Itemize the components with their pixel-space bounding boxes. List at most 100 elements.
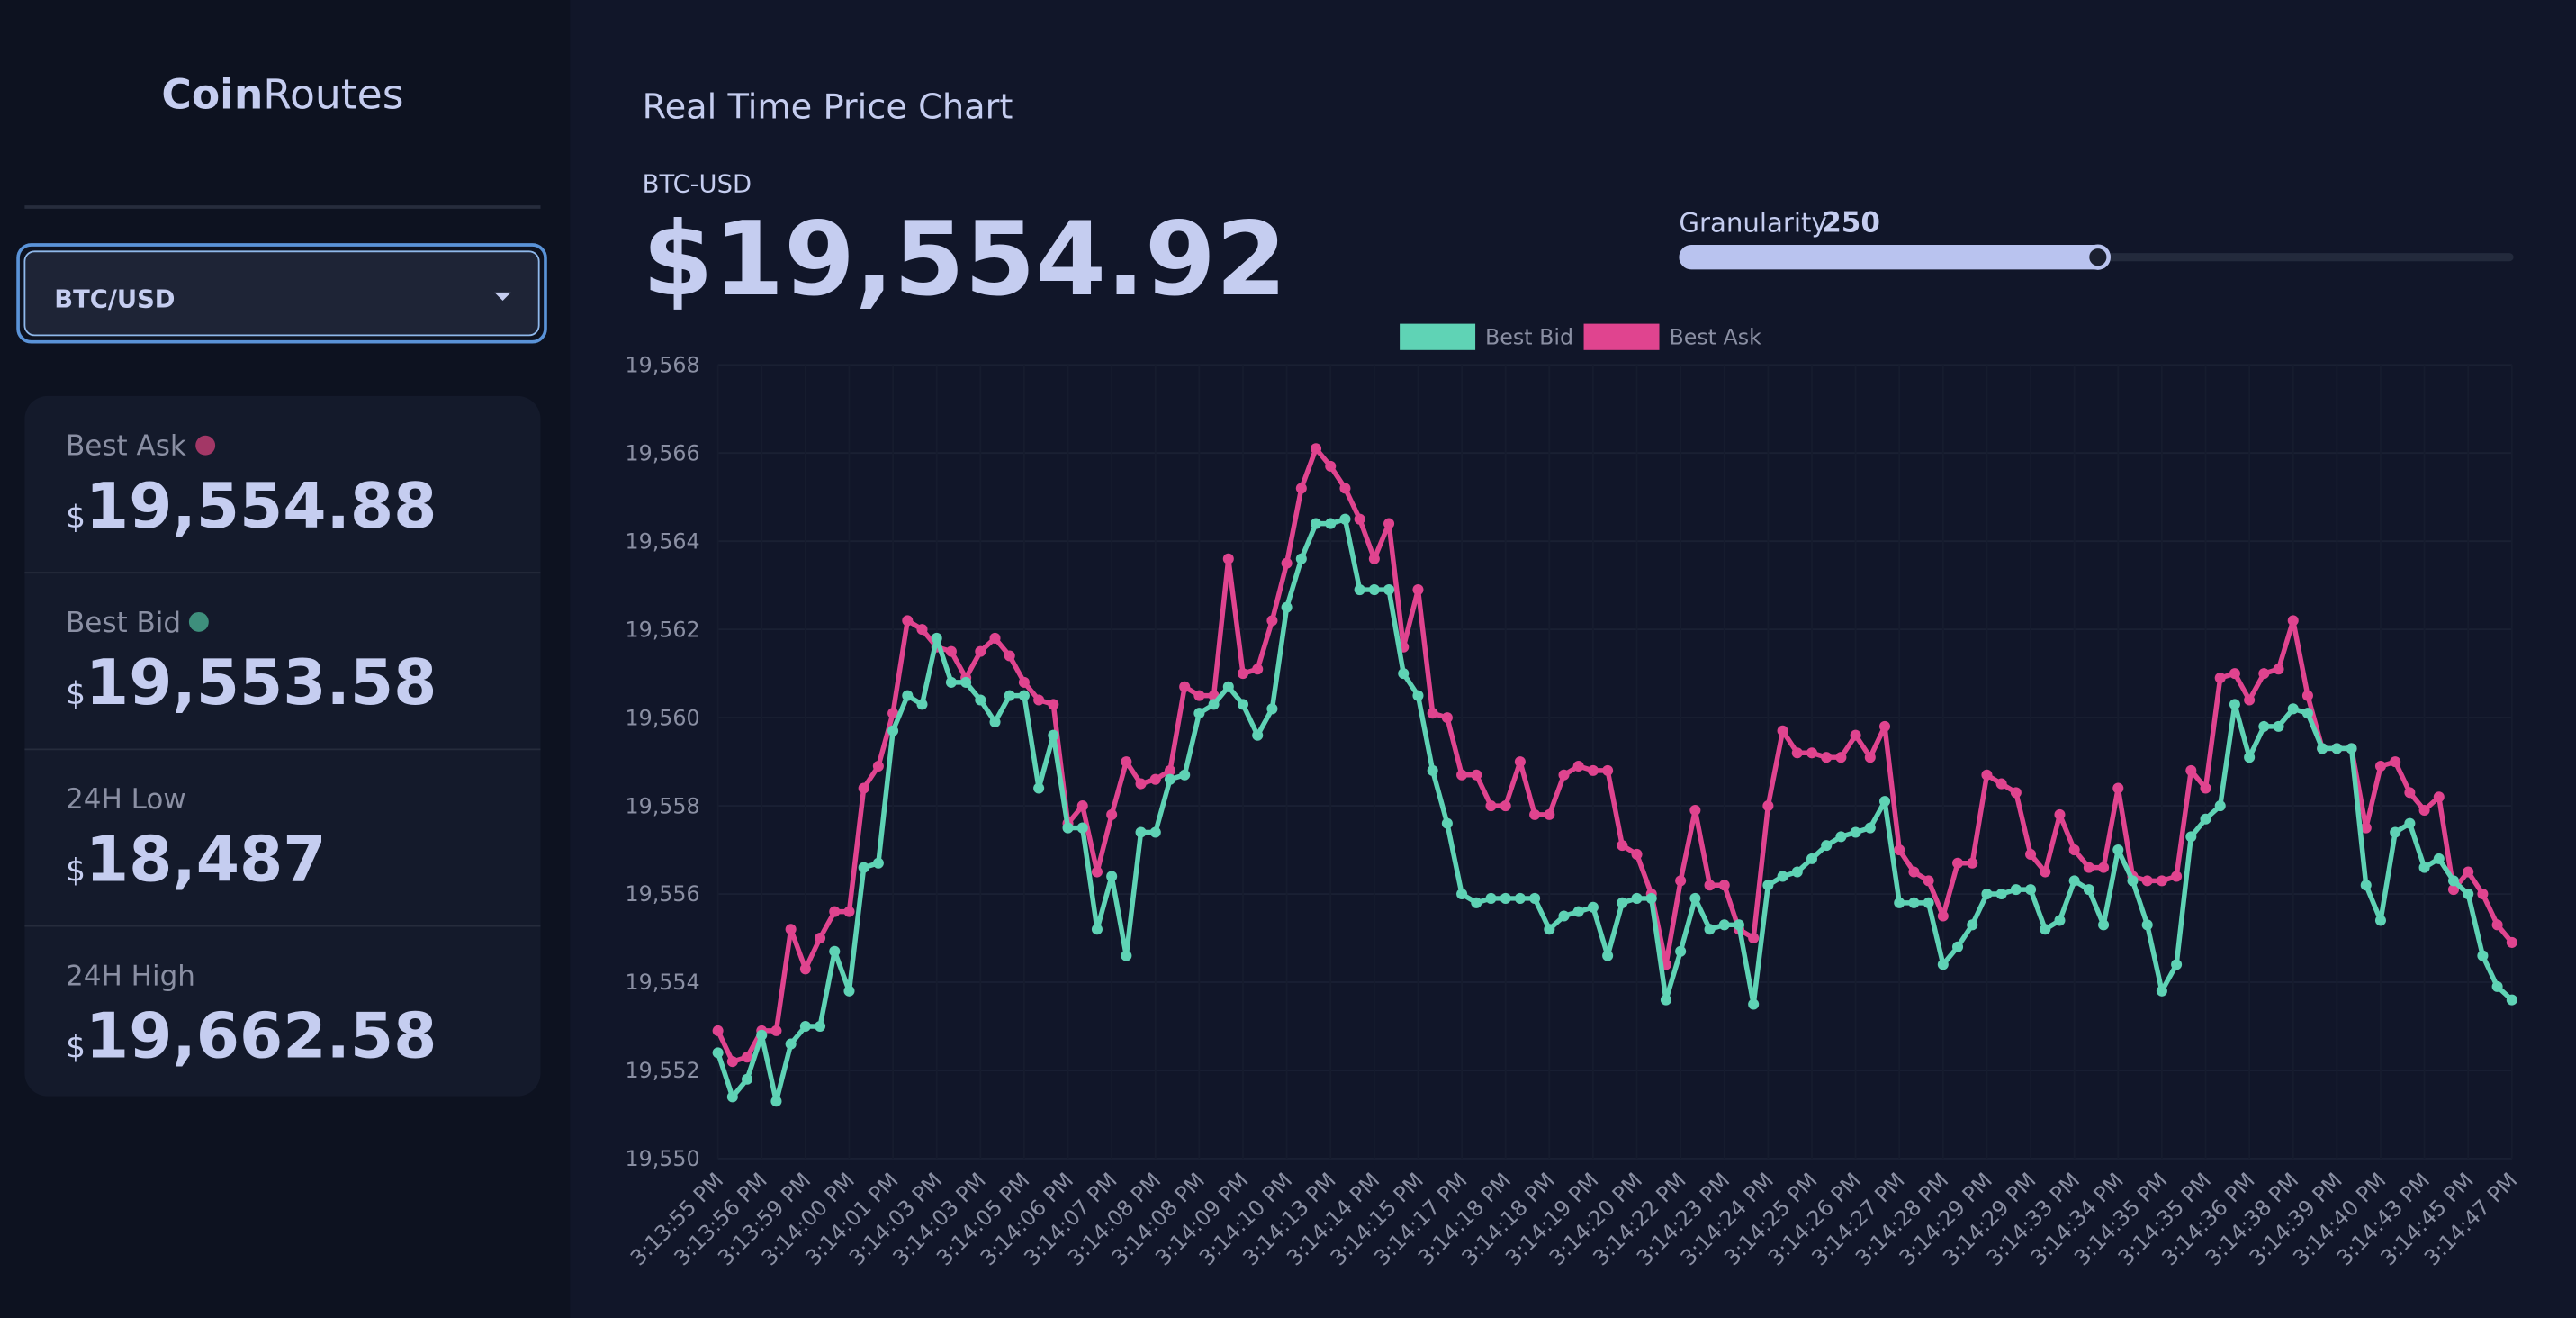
data-point xyxy=(1864,752,1876,763)
data-point xyxy=(1835,831,1847,843)
data-point xyxy=(2506,994,2517,1006)
data-point xyxy=(1937,910,1949,922)
data-point xyxy=(1383,518,1395,529)
data-point xyxy=(1121,950,1132,961)
y-tick-label: 19,552 xyxy=(626,1058,700,1083)
data-point xyxy=(1456,889,1468,900)
data-point xyxy=(1587,901,1599,913)
data-point xyxy=(785,1038,797,1050)
data-point xyxy=(1311,443,1322,455)
data-point xyxy=(1762,800,1774,812)
stat-indicator xyxy=(188,611,209,632)
data-point xyxy=(1164,764,1176,776)
data-point xyxy=(1368,584,1380,596)
data-point xyxy=(2156,875,2167,887)
data-point xyxy=(1398,668,1410,680)
data-point xyxy=(945,645,957,657)
data-point xyxy=(1106,871,1118,882)
data-point xyxy=(2390,756,2401,768)
data-point xyxy=(843,985,855,997)
data-point xyxy=(1500,892,1511,904)
data-point xyxy=(2301,690,2313,701)
slider-knob[interactable] xyxy=(2085,244,2111,270)
data-point xyxy=(1076,822,1088,834)
y-tick-label: 19,558 xyxy=(626,793,700,818)
data-point xyxy=(1631,892,1643,904)
data-point xyxy=(2447,875,2460,887)
data-point xyxy=(2098,862,2110,873)
data-point xyxy=(1675,875,1687,887)
data-point xyxy=(887,708,899,719)
data-point xyxy=(1106,808,1118,820)
data-point xyxy=(2185,764,2197,776)
data-point xyxy=(1193,690,1205,701)
data-point xyxy=(1645,892,1657,904)
slider-fill xyxy=(1679,244,2110,270)
data-point xyxy=(2200,813,2211,825)
data-point xyxy=(815,932,826,944)
legend-label: Best Bid xyxy=(1485,324,1573,349)
data-point xyxy=(2273,664,2284,675)
y-tick-label: 19,568 xyxy=(626,352,700,377)
data-point xyxy=(2258,720,2270,732)
data-point xyxy=(2068,844,2080,856)
series-line xyxy=(716,516,2514,1104)
pair-select[interactable]: BTC/USD xyxy=(16,243,547,344)
data-point xyxy=(2258,668,2270,680)
data-point xyxy=(1718,880,1730,891)
data-point xyxy=(1121,756,1132,768)
data-point xyxy=(1281,601,1293,613)
data-point xyxy=(829,945,841,957)
data-point xyxy=(1076,800,1088,812)
data-point xyxy=(1252,664,1264,675)
data-point xyxy=(1835,752,1847,763)
data-point xyxy=(770,1096,782,1107)
data-point xyxy=(1602,950,1614,961)
data-point xyxy=(1544,808,1555,820)
data-point xyxy=(1791,866,1803,878)
data-point xyxy=(1952,941,1964,952)
data-point xyxy=(1062,822,1074,834)
data-point xyxy=(2273,720,2284,732)
data-point xyxy=(945,676,957,688)
data-point xyxy=(2360,880,2372,891)
data-point xyxy=(1777,725,1788,736)
data-point xyxy=(770,1025,782,1036)
data-point xyxy=(2390,826,2401,838)
data-point xyxy=(1952,857,1964,869)
data-point xyxy=(2491,919,2503,931)
data-point xyxy=(2287,703,2299,715)
data-point xyxy=(1529,808,1541,820)
select-box[interactable] xyxy=(23,250,540,337)
data-point xyxy=(1281,557,1293,569)
y-tick-label: 19,564 xyxy=(626,528,700,554)
data-point xyxy=(1048,699,1059,710)
logo-bold: Coin xyxy=(161,70,263,118)
data-point xyxy=(2506,936,2517,948)
stats-card xyxy=(24,395,541,1097)
data-point xyxy=(2010,884,2022,896)
data-point xyxy=(916,699,928,710)
data-point xyxy=(1704,924,1716,935)
data-point xyxy=(1821,840,1833,852)
data-point xyxy=(2054,808,2066,820)
data-point xyxy=(1937,959,1949,970)
data-point xyxy=(1311,518,1322,529)
y-tick-label: 19,562 xyxy=(626,617,700,642)
granularity-slider[interactable] xyxy=(1679,244,2514,270)
data-point xyxy=(1164,773,1176,785)
data-point xyxy=(2244,752,2256,763)
data-point xyxy=(2477,889,2489,900)
data-point xyxy=(2287,615,2299,627)
data-point xyxy=(1821,752,1833,763)
data-point xyxy=(726,1091,738,1103)
data-point xyxy=(887,725,899,736)
data-point xyxy=(1441,817,1453,829)
legend-label: Best Ask xyxy=(1669,324,1761,349)
data-point xyxy=(1748,998,1760,1010)
data-point xyxy=(1252,729,1264,741)
data-point xyxy=(2229,699,2240,710)
data-point xyxy=(1514,892,1526,904)
data-point xyxy=(1004,690,1015,701)
data-point xyxy=(785,924,797,935)
